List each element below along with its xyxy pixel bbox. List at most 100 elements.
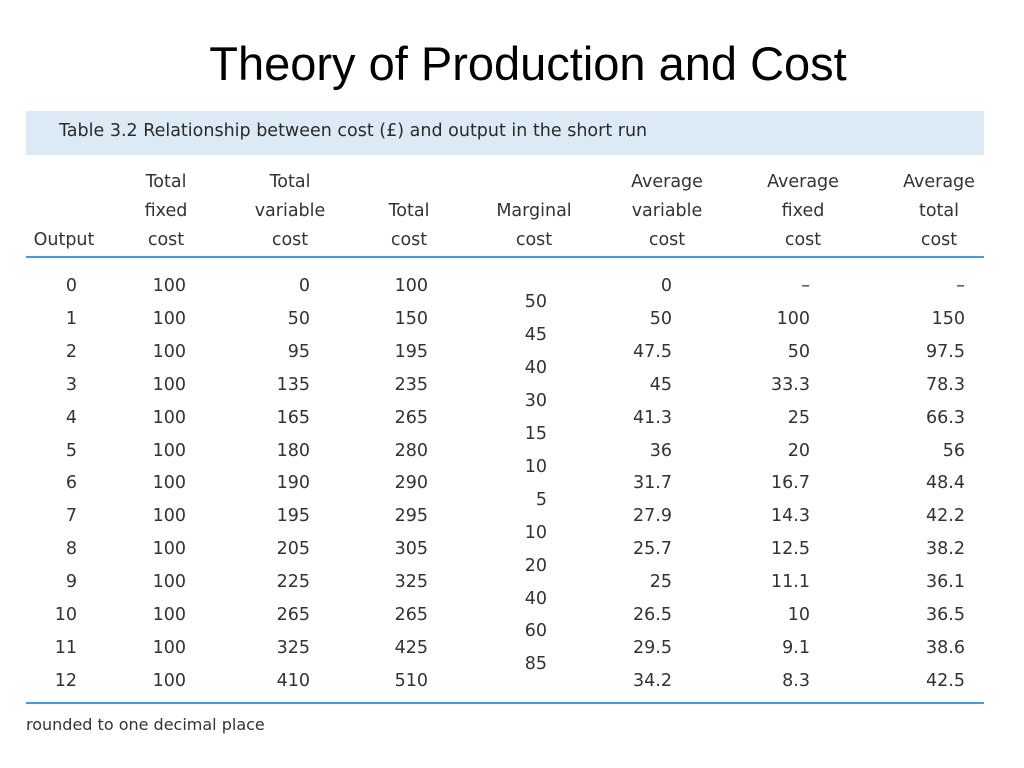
cell-total-cost: 425 [394, 637, 428, 658]
cell-total-fixed-cost: 100 [152, 308, 186, 329]
header-total-cost: Total cost [388, 201, 430, 250]
cell-average-variable-cost: 31.7 [633, 473, 672, 494]
cell-average-total-cost: 38.2 [926, 539, 965, 560]
cell-average-total-cost: 56 [942, 440, 965, 461]
bottom-rule [26, 702, 984, 704]
cell-average-variable-cost: 47.5 [633, 341, 672, 362]
table-caption: Table 3.2 Relationship between cost (£) … [59, 121, 648, 141]
cell-average-total-cost: 48.4 [926, 473, 965, 494]
cell-average-variable-cost: 36 [649, 440, 672, 461]
cell-total-variable-cost: 205 [276, 539, 310, 560]
cell-marginal-cost: 40 [524, 588, 547, 609]
cell-total-fixed-cost: 100 [152, 572, 186, 593]
cell-marginal-cost: 40 [524, 358, 547, 379]
cell-average-fixed-cost: 10 [787, 605, 810, 625]
cell-total-cost: 150 [394, 308, 428, 329]
cell-total-cost: 325 [394, 572, 428, 593]
cell-average-fixed-cost: 16.7 [771, 473, 810, 494]
cell-average-variable-cost: 29.5 [633, 637, 672, 658]
cell-average-fixed-cost: 33.3 [771, 374, 810, 395]
header-total-variable-cost: Total variable cost [254, 172, 326, 250]
cell-average-total-cost: 36.5 [926, 605, 965, 625]
cell-total-cost: 100 [394, 276, 428, 296]
cell-total-variable-cost: 95 [287, 341, 310, 362]
cell-marginal-cost: 85 [524, 654, 547, 675]
cell-output: 10 [54, 605, 77, 625]
cell-average-total-cost: 42.5 [926, 670, 965, 691]
cell-output: 9 [65, 572, 77, 593]
cell-total-cost: 265 [394, 605, 428, 625]
cell-average-total-cost: 38.6 [926, 637, 965, 658]
cell-average-fixed-cost: 25 [787, 407, 810, 428]
cell-marginal-cost: 45 [524, 325, 547, 346]
cell-total-fixed-cost: 100 [152, 637, 186, 658]
cell-output: 8 [65, 539, 77, 560]
cell-total-variable-cost: 0 [298, 276, 310, 296]
cell-average-fixed-cost: 12.5 [771, 539, 810, 560]
cell-output: 5 [65, 440, 77, 461]
cell-total-cost: 305 [394, 539, 428, 560]
cell-total-cost: 510 [394, 670, 428, 691]
cell-average-variable-cost: 25 [649, 572, 672, 593]
header-average-total-cost: Average total cost [903, 172, 975, 250]
cell-average-variable-cost: 41.3 [633, 407, 672, 428]
cell-average-variable-cost: 45 [649, 374, 672, 395]
cell-average-fixed-cost: 100 [776, 308, 810, 329]
cell-average-total-cost: 66.3 [926, 407, 965, 428]
cell-output: 7 [65, 506, 77, 527]
cell-average-variable-cost: 0 [660, 276, 672, 296]
slide-title: Theory of Production and Cost [209, 37, 847, 90]
cell-total-cost: 235 [394, 374, 428, 395]
cell-average-total-cost: 42.2 [926, 506, 965, 527]
cell-total-fixed-cost: 100 [152, 473, 186, 494]
cell-total-fixed-cost: 100 [152, 605, 186, 625]
cell-output: 3 [65, 374, 77, 395]
header-total-fixed-cost: Total fixed cost [144, 172, 188, 250]
cell-total-variable-cost: 135 [276, 374, 310, 395]
cell-average-variable-cost: 27.9 [633, 506, 672, 527]
cell-average-fixed-cost: – [801, 276, 810, 296]
cell-total-variable-cost: 410 [276, 670, 310, 691]
cell-total-variable-cost: 180 [276, 440, 310, 461]
cell-average-total-cost: – [956, 276, 965, 296]
header-rule [26, 256, 984, 258]
cell-total-cost: 265 [394, 407, 428, 428]
cell-total-fixed-cost: 100 [152, 539, 186, 560]
cell-output: 11 [54, 637, 77, 658]
cell-marginal-cost: 20 [524, 555, 547, 576]
cell-marginal-cost: 10 [524, 456, 547, 477]
cell-total-fixed-cost: 100 [152, 670, 186, 691]
cell-marginal-cost: 30 [524, 391, 547, 412]
header-output: Output [33, 230, 95, 250]
cell-total-fixed-cost: 100 [152, 506, 186, 527]
cell-average-fixed-cost: 8.3 [782, 670, 810, 691]
cell-average-fixed-cost: 50 [787, 341, 810, 362]
cell-total-cost: 290 [394, 473, 428, 494]
cell-total-fixed-cost: 100 [152, 407, 186, 428]
cell-total-variable-cost: 225 [276, 572, 310, 593]
table-caption-bar: Table 3.2 Relationship between cost (£) … [26, 111, 984, 155]
cell-total-variable-cost: 265 [276, 605, 310, 625]
header-average-fixed-cost: Average fixed cost [767, 172, 839, 250]
cell-marginal-cost: 10 [524, 522, 547, 543]
cell-total-fixed-cost: 100 [152, 341, 186, 362]
cell-average-total-cost: 97.5 [926, 341, 965, 362]
cell-marginal-cost: 5 [535, 489, 547, 510]
cell-average-variable-cost: 26.5 [633, 605, 672, 625]
cell-total-cost: 280 [394, 440, 428, 461]
cell-average-total-cost: 36.1 [926, 572, 965, 593]
header-average-variable-cost: Average variable cost [631, 172, 703, 250]
cell-average-variable-cost: 34.2 [633, 670, 672, 691]
cell-total-variable-cost: 190 [276, 473, 310, 494]
cell-output: 0 [65, 276, 77, 296]
cell-average-fixed-cost: 11.1 [771, 572, 810, 593]
cell-output: 1 [65, 308, 77, 329]
cell-marginal-cost: 15 [524, 424, 547, 445]
cell-total-fixed-cost: 100 [152, 276, 186, 296]
cell-total-variable-cost: 165 [276, 407, 310, 428]
cell-output: 4 [65, 407, 77, 428]
cell-average-total-cost: 78.3 [926, 374, 965, 395]
cell-marginal-cost: 60 [524, 621, 547, 642]
cell-average-total-cost: 150 [931, 308, 965, 329]
cell-output: 6 [65, 473, 77, 494]
